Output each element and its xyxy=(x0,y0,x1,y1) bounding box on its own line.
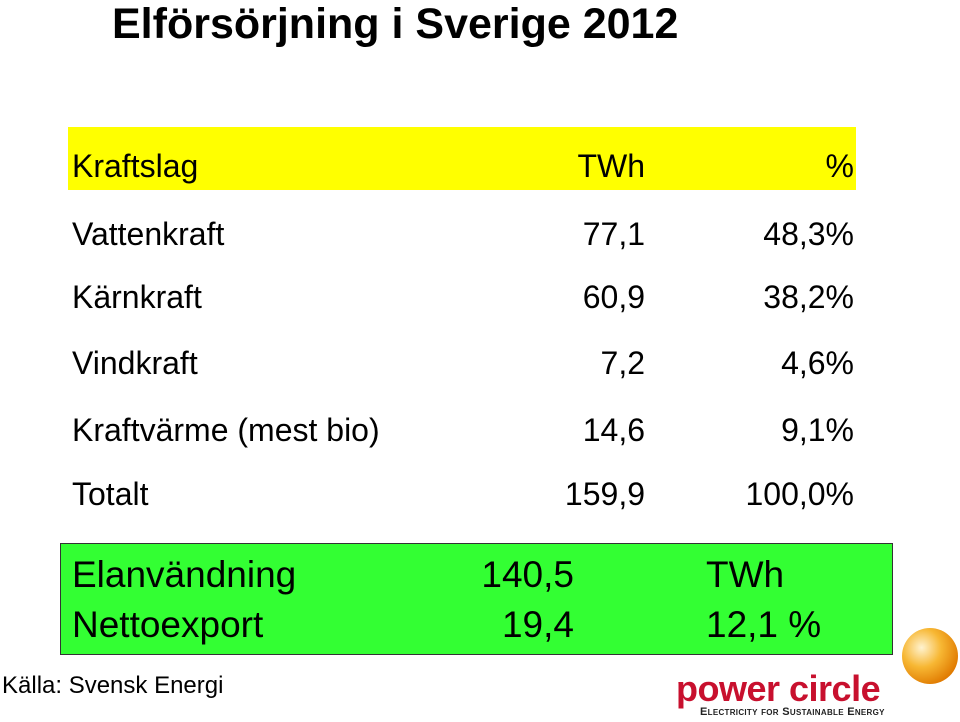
table-cell: 38,2% xyxy=(763,279,854,315)
table-cell: Kärnkraft xyxy=(72,279,202,315)
table-cell: 159,9 xyxy=(564,476,645,512)
table-cell: 60,9 xyxy=(582,279,645,315)
summary-box xyxy=(60,543,893,655)
summary-cell: Nettoexport xyxy=(72,604,264,645)
summary-cell: Elanvändning xyxy=(72,554,297,595)
table-cell: 7,2 xyxy=(600,345,645,381)
table-cell: 9,1% xyxy=(781,412,854,448)
source: Källa: Svensk Energi xyxy=(2,672,224,699)
title: Elförsörjning i Sverige 2012 xyxy=(112,0,679,48)
header-bar xyxy=(68,127,856,190)
table-cell: Vindkraft xyxy=(72,345,198,381)
logo-name: power circle xyxy=(676,668,881,709)
logo-sphere xyxy=(902,628,958,684)
summary-cell: 140,5 xyxy=(481,554,574,595)
summary-cell: TWh xyxy=(706,554,785,595)
table-cell: 48,3% xyxy=(763,216,854,252)
table-cell: Kraftslag xyxy=(72,148,199,184)
table-cell: Vattenkraft xyxy=(72,216,225,252)
table-cell: 4,6% xyxy=(781,345,854,381)
table-cell: TWh xyxy=(577,148,645,184)
table-cell: Totalt xyxy=(72,476,149,512)
table-cell: 77,1 xyxy=(582,216,645,252)
table-cell: Kraftvärme (mest bio) xyxy=(72,412,380,448)
table-cell: 14,6 xyxy=(582,412,645,448)
summary-cell: 19,4 xyxy=(501,604,574,645)
summary-cell: 12,1 % xyxy=(706,604,822,645)
logo-tagline: Electricity for Sustainable Energy xyxy=(700,706,885,718)
table-cell: 100,0% xyxy=(745,476,854,512)
table-cell: % xyxy=(825,148,854,184)
